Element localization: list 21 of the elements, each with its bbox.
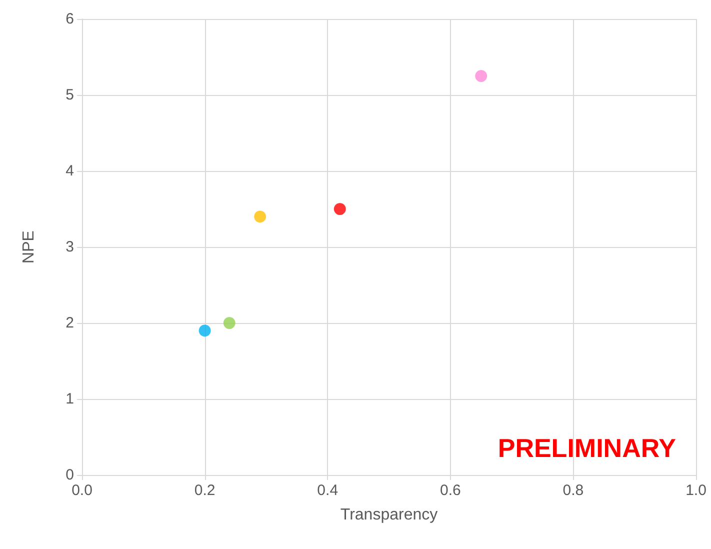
y-tick-label: 5 — [66, 86, 74, 104]
x-tick-label: 0.4 — [317, 482, 338, 499]
x-axis-title: Transparency — [340, 506, 438, 524]
y-axis-title: NPE — [20, 230, 38, 264]
x-tick-label: 0.8 — [562, 482, 584, 499]
y-tick-label: 1 — [66, 390, 74, 408]
point — [198, 324, 211, 337]
y-tick-label: 6 — [66, 10, 74, 28]
point — [254, 210, 266, 223]
x-tick-label: 0.0 — [72, 482, 92, 499]
y-tick-label: 0 — [66, 466, 74, 484]
x-tick-label: 1.0 — [686, 482, 706, 499]
annotation: PRELIMINARY — [498, 433, 676, 463]
point — [334, 203, 346, 215]
y-tick-label: 4 — [66, 162, 74, 180]
y-tick-label: 3 — [66, 238, 74, 256]
y-tick-label: 2 — [66, 314, 74, 332]
x-tick-label: 0.2 — [194, 482, 216, 499]
point — [475, 70, 488, 82]
x-tick-label: 0.6 — [440, 482, 461, 499]
point — [223, 317, 236, 329]
